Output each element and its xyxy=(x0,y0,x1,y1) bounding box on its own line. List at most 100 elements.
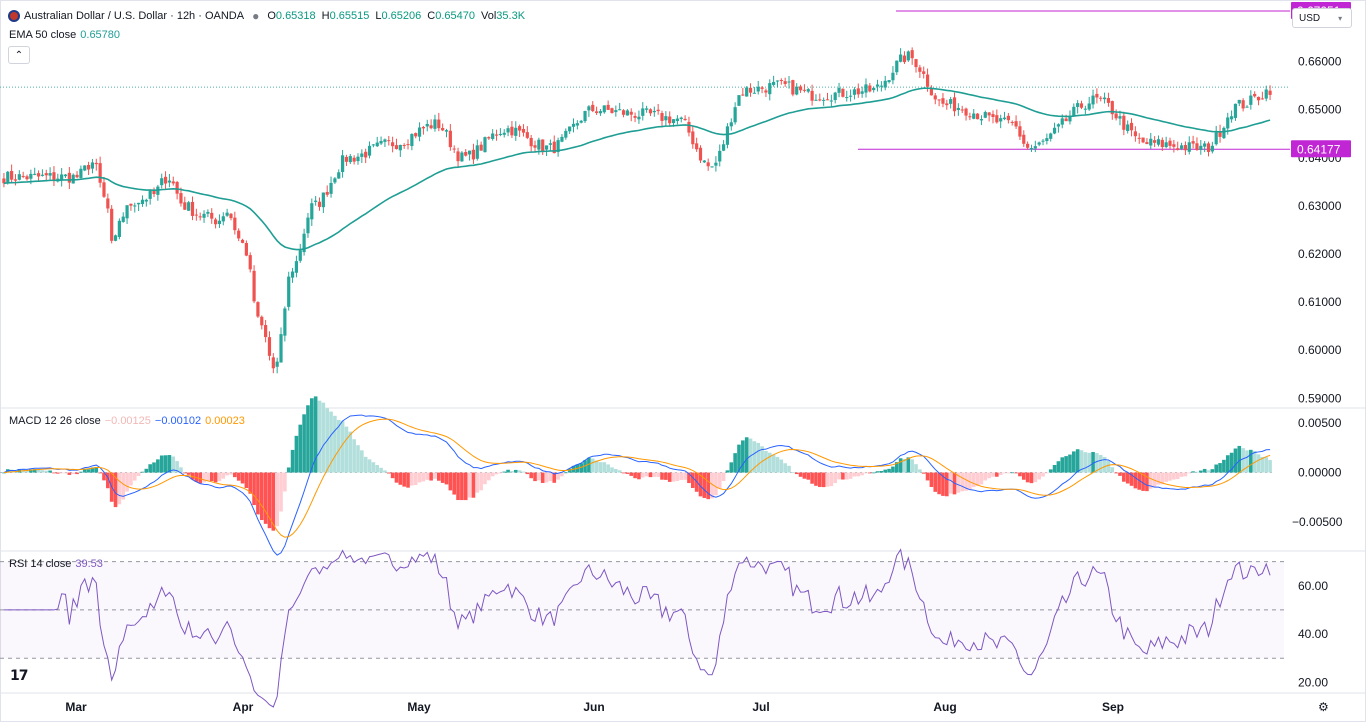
tradingview-logo[interactable]: 17 xyxy=(10,668,29,684)
candle-body xyxy=(1014,121,1018,127)
candle-body xyxy=(183,202,187,210)
candle-body xyxy=(860,91,864,94)
candle-body xyxy=(537,139,541,150)
candle-body xyxy=(1026,143,1030,148)
candle-body xyxy=(229,213,233,219)
macd-histogram-bar xyxy=(1014,472,1018,474)
macd-histogram-bar xyxy=(906,457,911,473)
candle-body xyxy=(1118,116,1122,119)
candle-body xyxy=(1249,95,1253,105)
candle-body xyxy=(44,173,48,176)
ema-legend[interactable]: EMA 50 close 0.65780 xyxy=(9,29,120,41)
candle-body xyxy=(137,202,141,205)
candle-body xyxy=(433,119,437,129)
macd-histogram-bar xyxy=(1183,472,1188,477)
macd-histogram-bar xyxy=(244,472,249,489)
candle-body xyxy=(1137,137,1141,139)
macd-histogram-bar xyxy=(152,462,156,473)
macd-histogram-bar xyxy=(1249,449,1253,473)
candle-body xyxy=(733,107,737,123)
macd-histogram-bar xyxy=(121,472,126,500)
macd-histogram-bar xyxy=(648,472,653,478)
candle-body xyxy=(502,132,506,135)
macd-histogram-bar xyxy=(229,472,233,475)
candle-body xyxy=(244,242,248,256)
candle-body xyxy=(702,160,706,163)
candle-body xyxy=(1179,145,1184,149)
candle-body xyxy=(829,100,833,102)
macd-histogram-bar xyxy=(506,469,510,473)
settings-gear-icon[interactable]: ⚙ xyxy=(1318,700,1329,714)
candle-body xyxy=(887,80,891,83)
macd-histogram-bar xyxy=(945,472,949,497)
macd-histogram-bar xyxy=(671,472,676,482)
macd-legend[interactable]: MACD 12 26 close −0.00125 −0.00102 0.000… xyxy=(9,415,245,427)
symbol-title[interactable]: Australian Dollar / U.S. Dollar · 12h · … xyxy=(24,10,245,22)
candle-body xyxy=(360,153,364,157)
candle-body xyxy=(710,166,714,168)
macd-histogram-bar xyxy=(1010,472,1015,474)
macd-histogram-bar xyxy=(737,444,741,473)
candle-body xyxy=(521,128,526,133)
macd-histogram-bar xyxy=(1214,464,1218,473)
candle-body xyxy=(317,201,322,207)
candle-body xyxy=(510,126,514,136)
macd-histogram-bar xyxy=(336,419,341,473)
macd-histogram-bar xyxy=(1064,456,1068,473)
macd-histogram-bar xyxy=(286,467,291,473)
macd-histogram-bar xyxy=(1187,472,1192,474)
ohlc-values: O0.65318 H0.65515 L0.65206 C0.65470 Vol35.3K xyxy=(267,10,525,22)
candle-body xyxy=(629,111,633,115)
macd-histogram-bar xyxy=(560,472,564,477)
macd-histogram-bar xyxy=(1002,472,1007,474)
macd-histogram-bar xyxy=(587,457,591,473)
candle-body xyxy=(671,119,676,124)
candle-body xyxy=(310,203,314,220)
macd-histogram-bar xyxy=(975,472,980,487)
candle-body xyxy=(425,123,429,127)
macd-histogram-bar xyxy=(933,472,938,492)
collapse-legend-button[interactable]: ⌃ xyxy=(8,46,30,64)
candle-body xyxy=(1068,116,1072,122)
candle-body xyxy=(822,99,826,101)
macd-histogram-bar xyxy=(1048,469,1053,473)
macd-histogram-bar xyxy=(617,470,622,473)
candle-body xyxy=(163,176,168,184)
macd-histogram-bar xyxy=(887,468,891,473)
candle-body xyxy=(348,156,352,163)
candle-body xyxy=(279,334,283,363)
macd-histogram-bar xyxy=(1202,468,1207,473)
currency-select[interactable]: USD ▾ xyxy=(1292,8,1352,28)
macd-histogram-bar xyxy=(448,472,453,491)
candle-body xyxy=(941,98,945,104)
ohlc-label-l: L xyxy=(375,10,382,22)
macd-histogram-bar xyxy=(290,449,295,473)
macd-hist-value: −0.00125 xyxy=(104,415,151,427)
macd-histogram-bar xyxy=(1033,472,1038,483)
candle-body xyxy=(487,137,491,139)
candle-body xyxy=(94,162,98,165)
macd-histogram-bar xyxy=(637,472,641,480)
candle-body xyxy=(748,87,753,93)
macd-histogram-bar xyxy=(1245,450,1249,473)
candle-body xyxy=(1099,97,1103,99)
macd-histogram-bar xyxy=(225,472,229,476)
candle-body xyxy=(1233,103,1238,118)
macd-histogram-bar xyxy=(90,467,95,473)
candle-body xyxy=(175,182,179,194)
macd-histogram-bar xyxy=(779,459,784,473)
macd-histogram-bar xyxy=(717,472,722,489)
macd-histogram-bar xyxy=(1160,472,1165,485)
candle-body xyxy=(198,216,202,218)
rsi-tick-label: 40.00 xyxy=(1298,627,1328,641)
candle-body xyxy=(129,203,133,206)
macd-histogram-bar xyxy=(871,472,876,474)
rsi-legend[interactable]: RSI 14 close 39.53 xyxy=(9,558,103,570)
macd-histogram-bar xyxy=(1072,451,1076,473)
candle-body xyxy=(1079,103,1084,108)
macd-histogram-bar xyxy=(256,472,260,515)
candle-body xyxy=(795,86,799,95)
candle-body xyxy=(314,200,318,202)
macd-histogram-bar xyxy=(179,467,183,473)
